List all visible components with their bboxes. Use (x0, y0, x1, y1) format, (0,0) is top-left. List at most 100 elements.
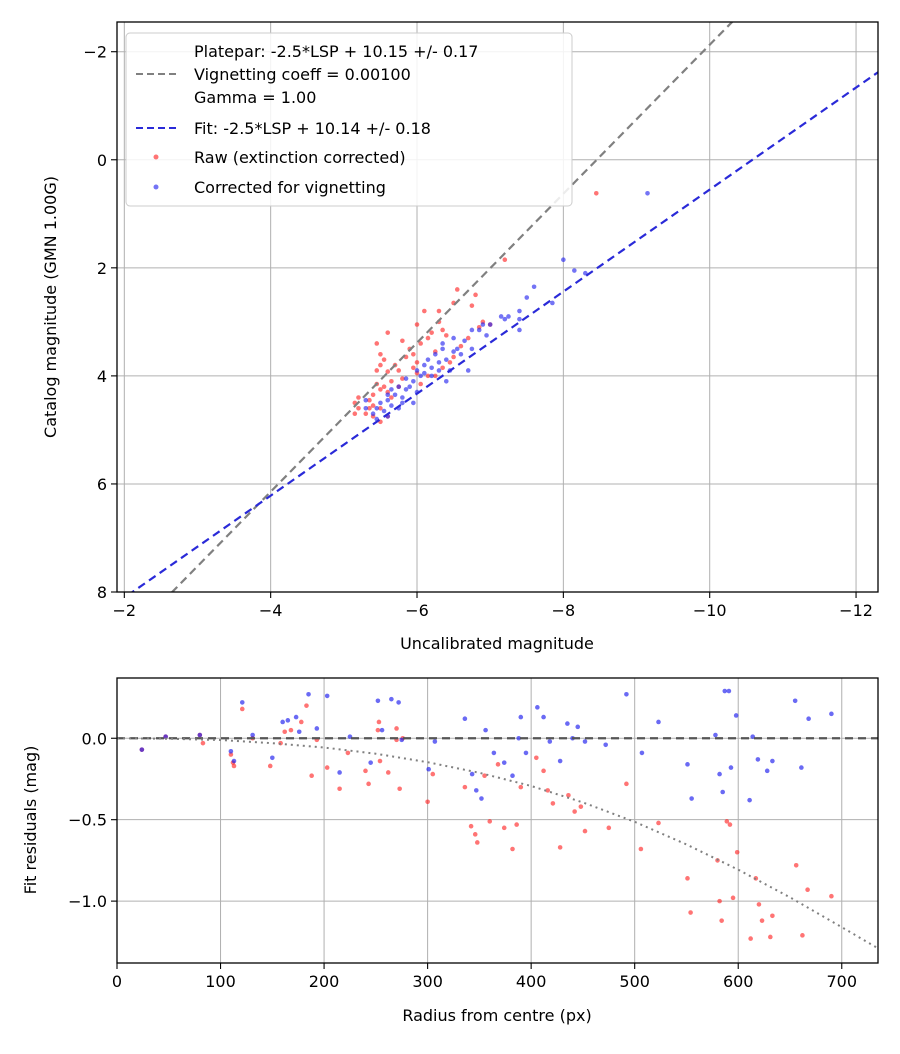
bottom-corrected-point (733, 713, 739, 718)
bottom-corrected-point (728, 765, 734, 770)
bottom-raw-point (495, 762, 501, 767)
top-corrected-point (422, 370, 427, 376)
bottom-corrected-point (469, 771, 475, 777)
bottom-corrected-point (379, 727, 385, 733)
top-corrected-point (396, 384, 402, 389)
bottom-raw-point (397, 786, 402, 792)
bottom-corrected-point (535, 705, 540, 710)
top-raw-point (352, 411, 358, 417)
top-y-tick-label: 8 (97, 583, 107, 602)
bottom-corrected-point (250, 732, 255, 738)
top-raw-point (381, 357, 387, 362)
bottom-raw-point (200, 740, 206, 746)
top-raw-point (436, 308, 442, 314)
bottom-x-tick-label: 600 (723, 972, 754, 991)
top-corrected-point (400, 395, 405, 400)
top-corrected-point (484, 333, 489, 338)
top-raw-point (454, 287, 460, 292)
bottom-corrected-point (624, 691, 629, 697)
top-corrected-point (451, 335, 456, 341)
bottom-y-tick-label: −1.0 (68, 892, 107, 911)
top-corrected-point (550, 300, 555, 306)
bottom-x-tick-label: 500 (619, 972, 650, 991)
legend: Platepar: -2.5*LSP + 10.15 +/- 0.17 Vign… (125, 32, 573, 207)
legend-platepar-label-1: Platepar: -2.5*LSP + 10.15 +/- 0.17 (194, 42, 478, 61)
bottom-raw-point (829, 893, 834, 899)
top-corrected-point (422, 362, 427, 368)
top-x-tick-label: −10 (693, 601, 727, 620)
bottom-x-tick-label: 700 (826, 972, 857, 991)
top-corrected-point (531, 284, 537, 290)
bottom-raw-point (566, 792, 571, 798)
top-corrected-point (378, 400, 383, 406)
bottom-raw-point (724, 819, 730, 824)
top-ticks: −2 −4 −6 −8 −10 −12 −2 0 2 4 6 8 (83, 43, 873, 620)
top-corrected-point (407, 384, 412, 389)
bottom-raw-point (472, 832, 478, 837)
bottom-corrected-point (270, 755, 275, 761)
bottom-raw-point (510, 846, 515, 852)
bottom-corrected-point (389, 696, 394, 702)
bottom-raw-point (557, 845, 563, 850)
bottom-raw-point (730, 895, 736, 901)
bottom-raw-point (468, 823, 474, 829)
top-raw-point (356, 395, 361, 400)
bottom-corrected-point (575, 724, 581, 730)
bottom-raw-point (717, 898, 722, 904)
bottom-raw-point (756, 902, 762, 907)
bottom-x-axis-label: Radius from centre (px) (402, 1006, 591, 1025)
bottom-corrected-point (491, 750, 497, 756)
top-raw-point (378, 351, 383, 357)
bottom-corrected-point (829, 711, 834, 717)
bottom-raw-point (376, 719, 382, 725)
bottom-corrected-point (523, 750, 529, 756)
bottom-corrected-point (197, 732, 203, 738)
bottom-raw-point (298, 719, 304, 725)
top-corrected-point (440, 346, 445, 352)
legend-corrected-label: Corrected for vignetting (194, 178, 386, 197)
top-x-tick-label: −8 (552, 601, 576, 620)
bottom-corrected-point (139, 747, 145, 752)
top-corrected-point (462, 338, 467, 344)
bottom-corrected-point (541, 714, 546, 720)
bottom-corrected-point (722, 688, 728, 694)
bottom-raw-point (375, 727, 381, 733)
legend-raw-marker (153, 154, 159, 160)
top-y-tick-label: −2 (83, 43, 107, 62)
top-corrected-point (370, 411, 376, 417)
bottom-raw-point (770, 913, 775, 919)
bottom-raw-point (425, 799, 430, 805)
bottom-corrected-point (713, 732, 718, 738)
bottom-corrected-point (516, 735, 522, 741)
top-corrected-point (425, 357, 431, 362)
top-plot-content (130, 22, 878, 592)
top-corrected-point (433, 351, 438, 357)
top-corrected-point (418, 373, 423, 379)
bottom-raw-point (366, 781, 371, 787)
top-raw-point (458, 343, 464, 349)
top-raw-point (374, 368, 380, 373)
bottom-corrected-point (314, 726, 320, 731)
bottom-raw-point (231, 763, 237, 769)
top-corrected-point (411, 400, 416, 406)
top-raw-point (433, 373, 438, 379)
top-corrected-point (451, 349, 456, 354)
bottom-corrected-point (656, 719, 661, 725)
bottom-corrected-point (375, 698, 381, 704)
bottom-corrected-point (228, 748, 234, 754)
top-corrected-point (458, 351, 464, 357)
top-x-tick-label: −6 (405, 601, 429, 620)
top-corrected-point (385, 397, 391, 403)
bottom-raw-point (430, 771, 436, 777)
top-raw-point (378, 387, 383, 392)
bottom-raw-point (394, 726, 399, 731)
bottom-vignetting-model-line (117, 737, 878, 950)
bottom-corrected-point (462, 716, 468, 722)
top-raw-point (396, 368, 402, 373)
bottom-raw-point (534, 755, 539, 761)
bottom-corrected-point (747, 797, 752, 803)
top-corrected-point (429, 365, 434, 371)
top-corrected-point (411, 378, 416, 384)
top-raw-point (370, 392, 376, 398)
legend-corrected-marker (153, 184, 159, 190)
